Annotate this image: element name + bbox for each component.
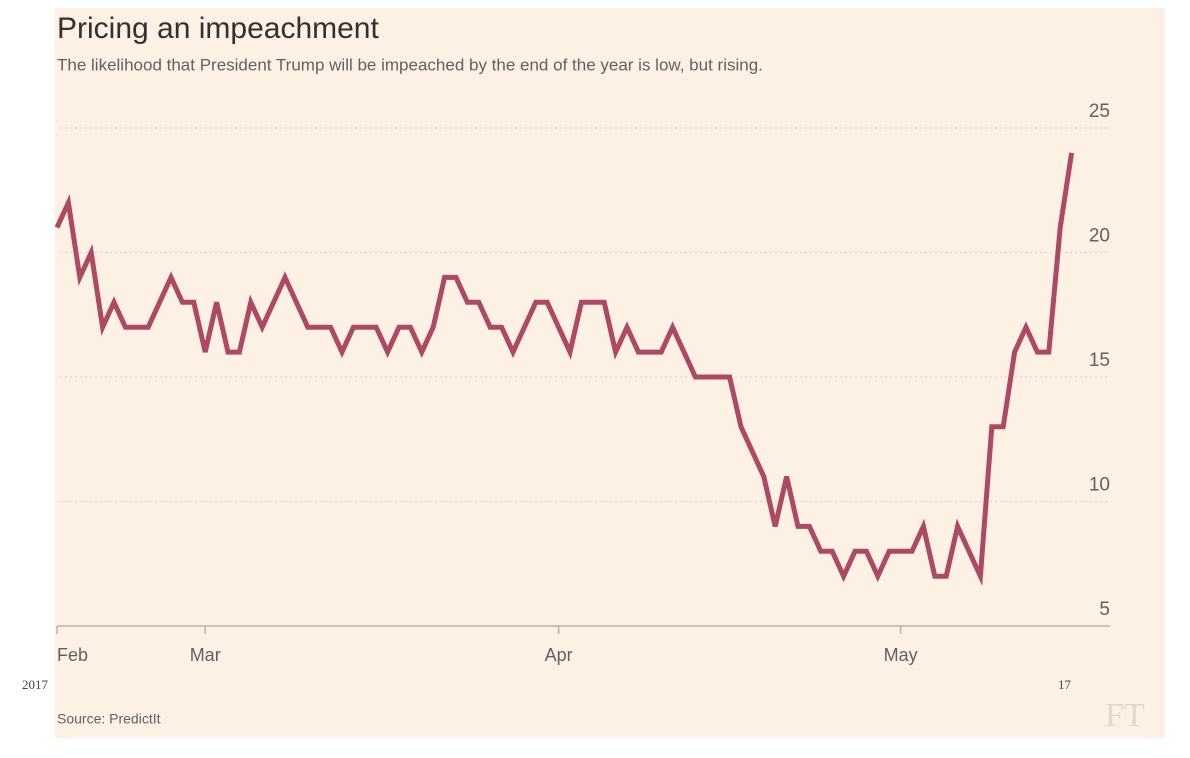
y-tick-label: 20 [1089, 226, 1110, 247]
y-tick-label: 5 [1099, 599, 1110, 620]
y-tick-label: 25 [1089, 101, 1110, 122]
x-tick-label: May [884, 645, 918, 665]
x-tick-label: Mar [190, 645, 221, 665]
x-tick-label: Feb [57, 645, 88, 665]
logo: FT [1105, 697, 1145, 734]
chart-background [55, 8, 1165, 738]
chart-subtitle: The likelihood that President Trump will… [57, 55, 763, 74]
y-tick-label: 10 [1089, 475, 1110, 496]
source: Source: PredictIt [57, 711, 161, 727]
chart-title: Pricing an impeachment [57, 12, 379, 45]
end-label: 17 [1058, 677, 1072, 692]
x-tick-label: Apr [545, 645, 573, 665]
y-tick-label: 15 [1089, 350, 1110, 371]
line-series [54, 152, 1075, 587]
year-label: 2017 [22, 677, 49, 692]
